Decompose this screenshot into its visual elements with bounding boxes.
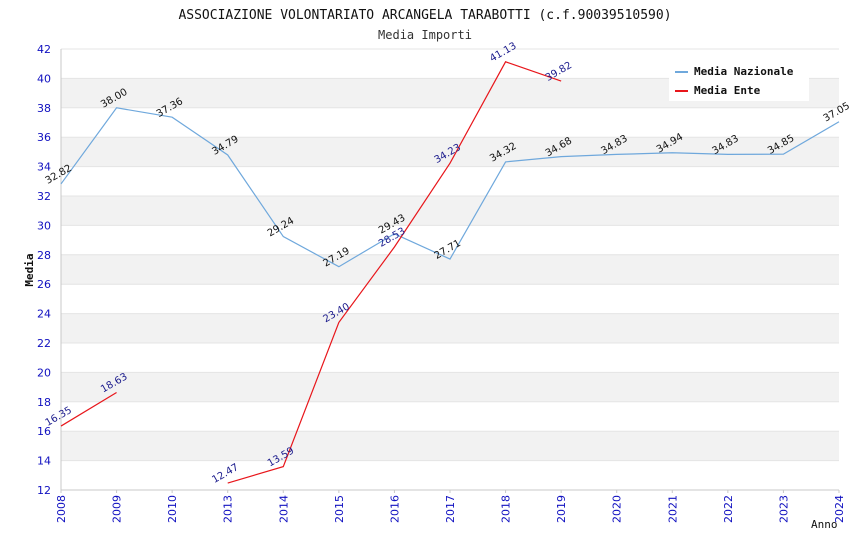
y-tick-label: 30 <box>37 219 51 232</box>
y-tick-label: 20 <box>37 366 51 379</box>
series-line-media-nazionale <box>60 107 840 268</box>
y-tick-label: 34 <box>37 161 51 174</box>
series-line-media-ente <box>227 61 562 484</box>
x-tick-label: 2010 <box>166 495 179 523</box>
x-tick-label: 2015 <box>333 495 346 523</box>
x-tick-label: 2022 <box>722 495 735 523</box>
y-tick-label: 36 <box>37 131 51 144</box>
grid-bands <box>61 48 839 491</box>
legend-box <box>669 61 809 101</box>
x-tick-label: 2024 <box>833 495 846 523</box>
chart-title: ASSOCIAZIONE VOLONTARIATO ARCANGELA TARA… <box>178 8 671 23</box>
y-tick-label: 16 <box>37 425 51 438</box>
grid-band <box>61 460 839 490</box>
x-axis-label: Anno <box>811 518 838 531</box>
x-tick-label: 2020 <box>611 495 624 523</box>
chart-subtitle: Media Importi <box>378 28 472 42</box>
x-tick-label: 2018 <box>500 495 513 523</box>
y-tick-label: 18 <box>37 396 51 409</box>
grid-band <box>61 372 839 402</box>
y-tick-label: 42 <box>37 43 51 56</box>
x-tick-label: 2017 <box>444 495 457 523</box>
grid-band <box>61 166 839 196</box>
y-tick-label: 12 <box>37 484 51 497</box>
grid-band <box>61 343 839 373</box>
y-axis-ticks: 12 14 16 18 20 22 24 26 28 30 32 34 36 38 40 42 <box>37 43 51 497</box>
legend: Media Nazionale Media Ente <box>669 61 809 101</box>
series-lines <box>60 61 840 484</box>
grid-band <box>61 196 839 226</box>
y-tick-label: 26 <box>37 278 51 291</box>
x-tick-label: 2016 <box>388 495 401 523</box>
legend-label-ente: Media Ente <box>694 84 761 97</box>
legend-label-nazionale: Media Nazionale <box>694 65 794 78</box>
x-tick-label: 2023 <box>777 495 790 523</box>
grid-band <box>61 225 839 255</box>
x-tick-label: 2014 <box>277 495 290 523</box>
y-tick-label: 22 <box>37 337 51 350</box>
grid-band <box>61 401 839 432</box>
y-axis-label: Media <box>23 253 36 286</box>
y-tick-label: 38 <box>37 102 51 115</box>
x-tick-label: 2021 <box>666 495 679 523</box>
grid-band <box>61 284 839 314</box>
y-tick-label: 40 <box>37 72 51 85</box>
x-tick-label: 2019 <box>555 495 568 523</box>
x-tick-label: 2008 <box>55 495 68 523</box>
y-tick-label: 32 <box>37 190 51 203</box>
grid-band <box>61 137 839 167</box>
grid-band <box>61 107 839 138</box>
y-tick-label: 28 <box>37 249 51 262</box>
x-tick-label: 2013 <box>222 495 235 523</box>
grid-band <box>61 313 839 343</box>
x-tick-label: 2009 <box>111 495 124 523</box>
grid-band <box>61 431 839 461</box>
y-tick-label: 24 <box>37 308 51 321</box>
y-tick-label: 14 <box>37 455 51 468</box>
x-axis-ticks: 2008 2009 2010 2013 2014 2015 2016 2017 2018 2019… <box>55 490 846 523</box>
series-line-media-ente <box>60 392 117 427</box>
